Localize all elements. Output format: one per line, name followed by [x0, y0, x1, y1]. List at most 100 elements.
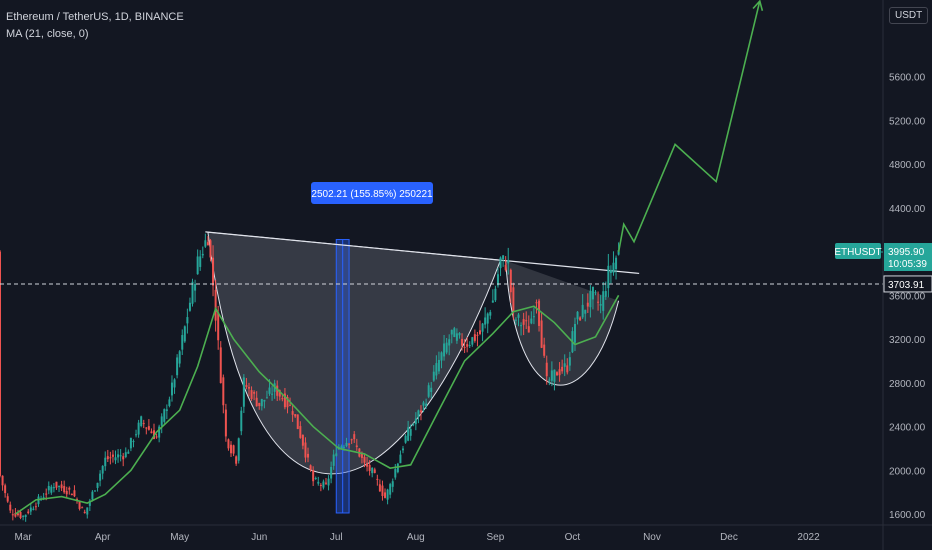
candle-body	[545, 362, 548, 377]
candle-body	[366, 463, 369, 467]
candle-body	[160, 416, 163, 426]
candle-body	[363, 456, 366, 463]
y-tick-label: 2800.00	[889, 379, 926, 390]
candle-body	[360, 452, 363, 458]
candle-body	[309, 465, 312, 470]
candle-body	[194, 283, 197, 291]
candle-body	[27, 511, 30, 514]
candle-body	[55, 481, 58, 488]
y-tick-label: 5600.00	[889, 73, 926, 84]
chart-title: Ethereum / TetherUS, 1D, BINANCE	[6, 11, 184, 23]
x-tick-label: Jun	[251, 532, 267, 543]
candle-body	[409, 429, 412, 436]
candle-body	[327, 478, 330, 486]
candle-body	[476, 334, 479, 336]
candle-body	[509, 269, 512, 293]
candle-body	[371, 467, 374, 474]
candle-body	[558, 369, 561, 376]
candle-body	[50, 486, 53, 493]
candle-body	[332, 454, 335, 466]
candle-body	[224, 409, 227, 437]
candle-body	[427, 385, 430, 397]
candle-body	[265, 397, 268, 399]
candle-body	[99, 473, 102, 481]
currency-button[interactable]: USDT	[889, 7, 929, 24]
candle-body	[230, 444, 233, 454]
candle-body	[22, 515, 25, 517]
candle-body	[556, 372, 559, 376]
candle-body	[158, 426, 161, 438]
candle-body	[342, 446, 345, 448]
candle-body	[247, 387, 250, 389]
y-tick-label: 1600.00	[889, 510, 926, 521]
candle-body	[594, 291, 597, 293]
candle-body	[384, 492, 387, 498]
neckline	[205, 231, 640, 275]
candle-body	[540, 320, 543, 348]
candle-body	[389, 484, 392, 495]
candle-body	[440, 352, 443, 361]
candle-body	[45, 493, 48, 495]
candle-body	[532, 316, 535, 318]
candle-body	[527, 326, 530, 333]
candle-body	[186, 317, 189, 324]
candle-body	[271, 393, 274, 395]
candle-body	[324, 482, 327, 484]
x-tick-label: May	[170, 532, 189, 543]
candle-body	[615, 257, 618, 270]
candle-body	[178, 351, 181, 364]
candle-body	[145, 427, 148, 429]
candle-body	[535, 302, 538, 304]
candle-body	[245, 385, 248, 387]
candle-body	[96, 482, 99, 488]
candle-body	[250, 390, 253, 399]
candle-body	[173, 379, 176, 388]
x-tick-label: Mar	[14, 532, 32, 543]
candle-body	[563, 363, 566, 367]
candlestick-series	[0, 233, 620, 522]
candle-body	[376, 478, 379, 480]
candle-body	[60, 484, 63, 489]
candle-body	[86, 507, 89, 515]
candle-body	[484, 317, 487, 325]
candle-body	[101, 465, 104, 474]
candle-body	[617, 250, 620, 255]
candle-body	[286, 396, 289, 408]
candle-body	[612, 262, 615, 273]
candle-body	[294, 414, 297, 417]
candle-body	[68, 487, 71, 490]
indicator-label[interactable]: MA (21, close, 0)	[6, 28, 89, 40]
candle-body	[355, 445, 358, 448]
line-price-tag: 3703.91	[888, 280, 925, 291]
candle-body	[16, 513, 19, 516]
candle-body	[604, 291, 607, 297]
candle-body	[489, 312, 492, 316]
candle-body	[468, 345, 471, 347]
candle-body	[550, 370, 553, 381]
candle-body	[278, 390, 281, 397]
candle-body	[471, 337, 474, 345]
candle-body	[6, 496, 9, 502]
candle-body	[566, 365, 569, 373]
measure-label: 2502.21 (155.85%) 250221	[311, 189, 433, 200]
candle-body	[307, 453, 310, 458]
candle-body	[117, 454, 120, 458]
x-tick-label: Jul	[330, 532, 343, 543]
time-axis-bg	[0, 525, 932, 550]
candle-body	[345, 442, 348, 446]
candle-body	[450, 329, 453, 335]
candle-body	[573, 323, 576, 343]
candle-body	[137, 422, 140, 435]
candle-body	[242, 377, 245, 407]
candle-body	[37, 496, 40, 505]
candle-body	[561, 366, 564, 372]
candle-body	[486, 313, 489, 324]
candle-body	[129, 437, 132, 449]
candle-body	[65, 490, 68, 495]
candle-body	[401, 448, 404, 451]
price-axis-bg	[883, 0, 932, 550]
candle-body	[47, 486, 50, 491]
candle-body	[353, 434, 356, 440]
